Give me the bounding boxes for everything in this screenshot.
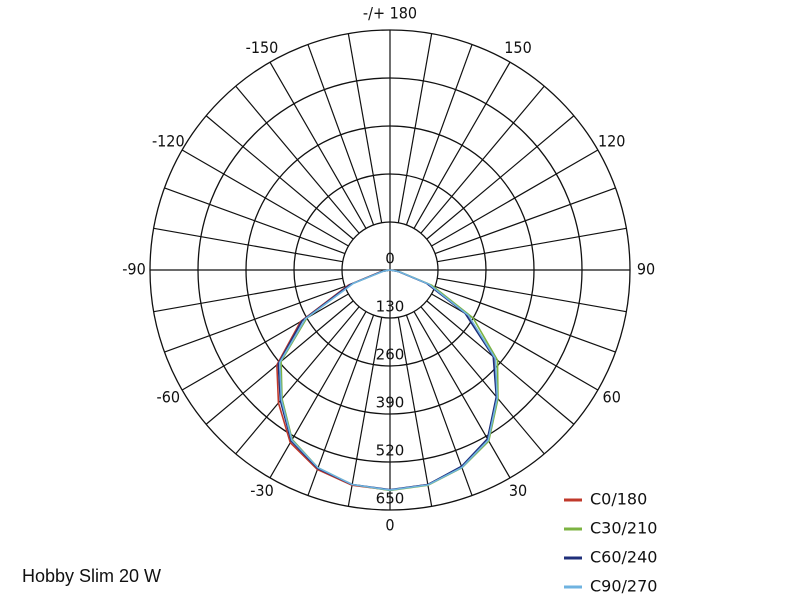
angle-label: -30	[250, 481, 274, 500]
angle-label: -/+ 180	[363, 4, 417, 23]
caption: Hobby Slim 20 W	[22, 566, 161, 586]
curve	[278, 269, 499, 491]
r-tick-label: 130	[376, 298, 405, 316]
ring	[149, 29, 631, 511]
angle-label: 30	[509, 481, 527, 500]
legend-label: C60/240	[590, 548, 657, 567]
angle-label: 0	[385, 516, 394, 535]
legend-label: C90/270	[590, 577, 657, 596]
r-tick-label: 260	[376, 346, 405, 364]
angle-label: 120	[598, 132, 625, 151]
r-tick-label: 520	[376, 442, 405, 460]
ring	[341, 221, 439, 319]
angle-label: -90	[122, 260, 146, 279]
angle-label: 60	[603, 388, 621, 407]
angle-label: -60	[157, 388, 181, 407]
ring	[245, 125, 535, 415]
r-tick-label: 390	[376, 394, 405, 412]
r-tick-label: 0	[385, 250, 395, 268]
legend-label: C0/180	[590, 490, 647, 509]
angle-label: 90	[637, 260, 655, 279]
r-tick-label: 650	[376, 490, 405, 508]
legend-label: C30/210	[590, 519, 657, 538]
angle-label: 150	[504, 38, 531, 57]
ring	[293, 173, 487, 367]
angle-label: -150	[246, 38, 279, 57]
ring	[197, 77, 583, 463]
angle-label: -120	[152, 132, 185, 151]
